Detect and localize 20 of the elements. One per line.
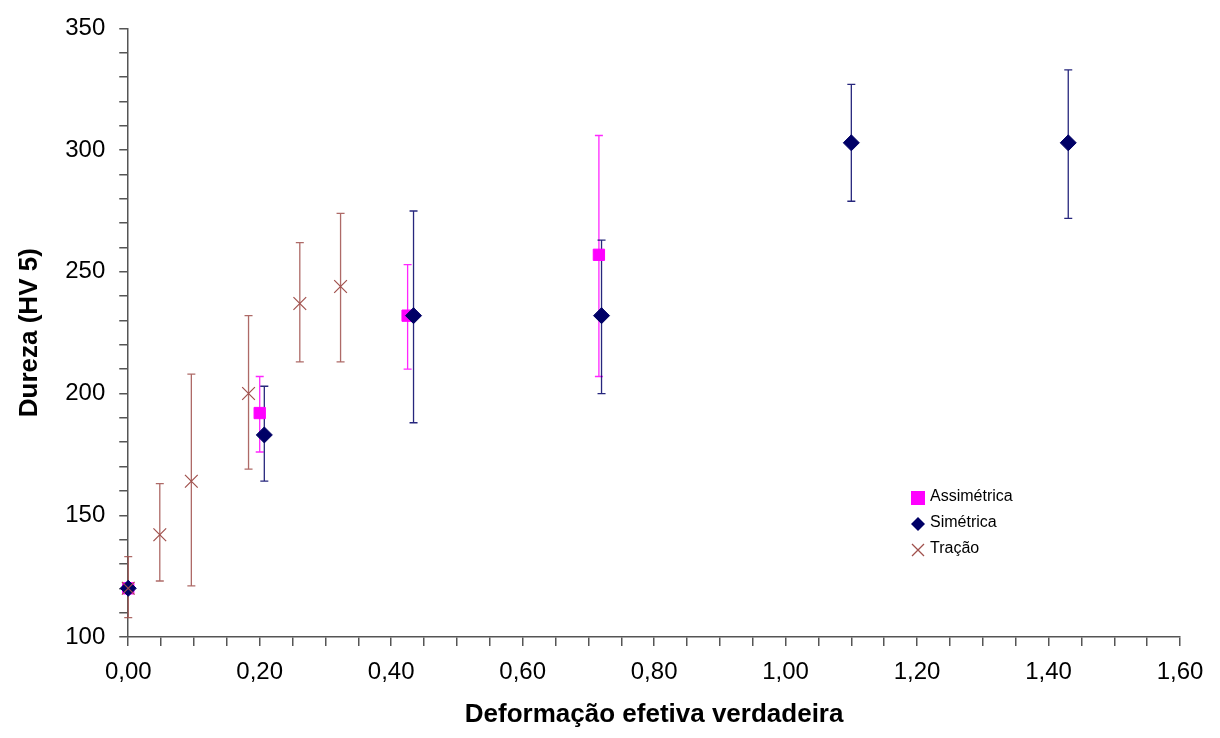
y-tick-label: 200 [65, 378, 106, 406]
x-tick-label: 1,20 [893, 657, 941, 685]
x-tick-label: 1,00 [762, 657, 809, 685]
x-tick-label: 0,00 [104, 657, 152, 685]
y-tick-label: 100 [65, 621, 106, 649]
y-tick-label: 300 [65, 134, 106, 162]
y-tick-label: 350 [65, 13, 106, 41]
x-tick-label: 0,60 [499, 657, 547, 685]
legend-label: Simétrica [930, 511, 997, 532]
legend-label: Tração [930, 537, 980, 558]
x-tick-label: 1,60 [1156, 657, 1204, 685]
x-tick-label: 0,80 [630, 657, 678, 685]
legend-label: Assimétrica [930, 485, 1013, 506]
x-tick-label: 0,20 [236, 657, 284, 685]
y-tick-label: 250 [65, 256, 106, 284]
x-tick-label: 1,40 [1025, 657, 1072, 685]
y-axis-title: Dureza (HV 5) [12, 248, 43, 418]
x-axis-title: Deformação efetiva verdadeira [464, 697, 844, 728]
x-tick-label: 0,40 [367, 657, 415, 685]
y-tick-label: 150 [65, 499, 106, 527]
